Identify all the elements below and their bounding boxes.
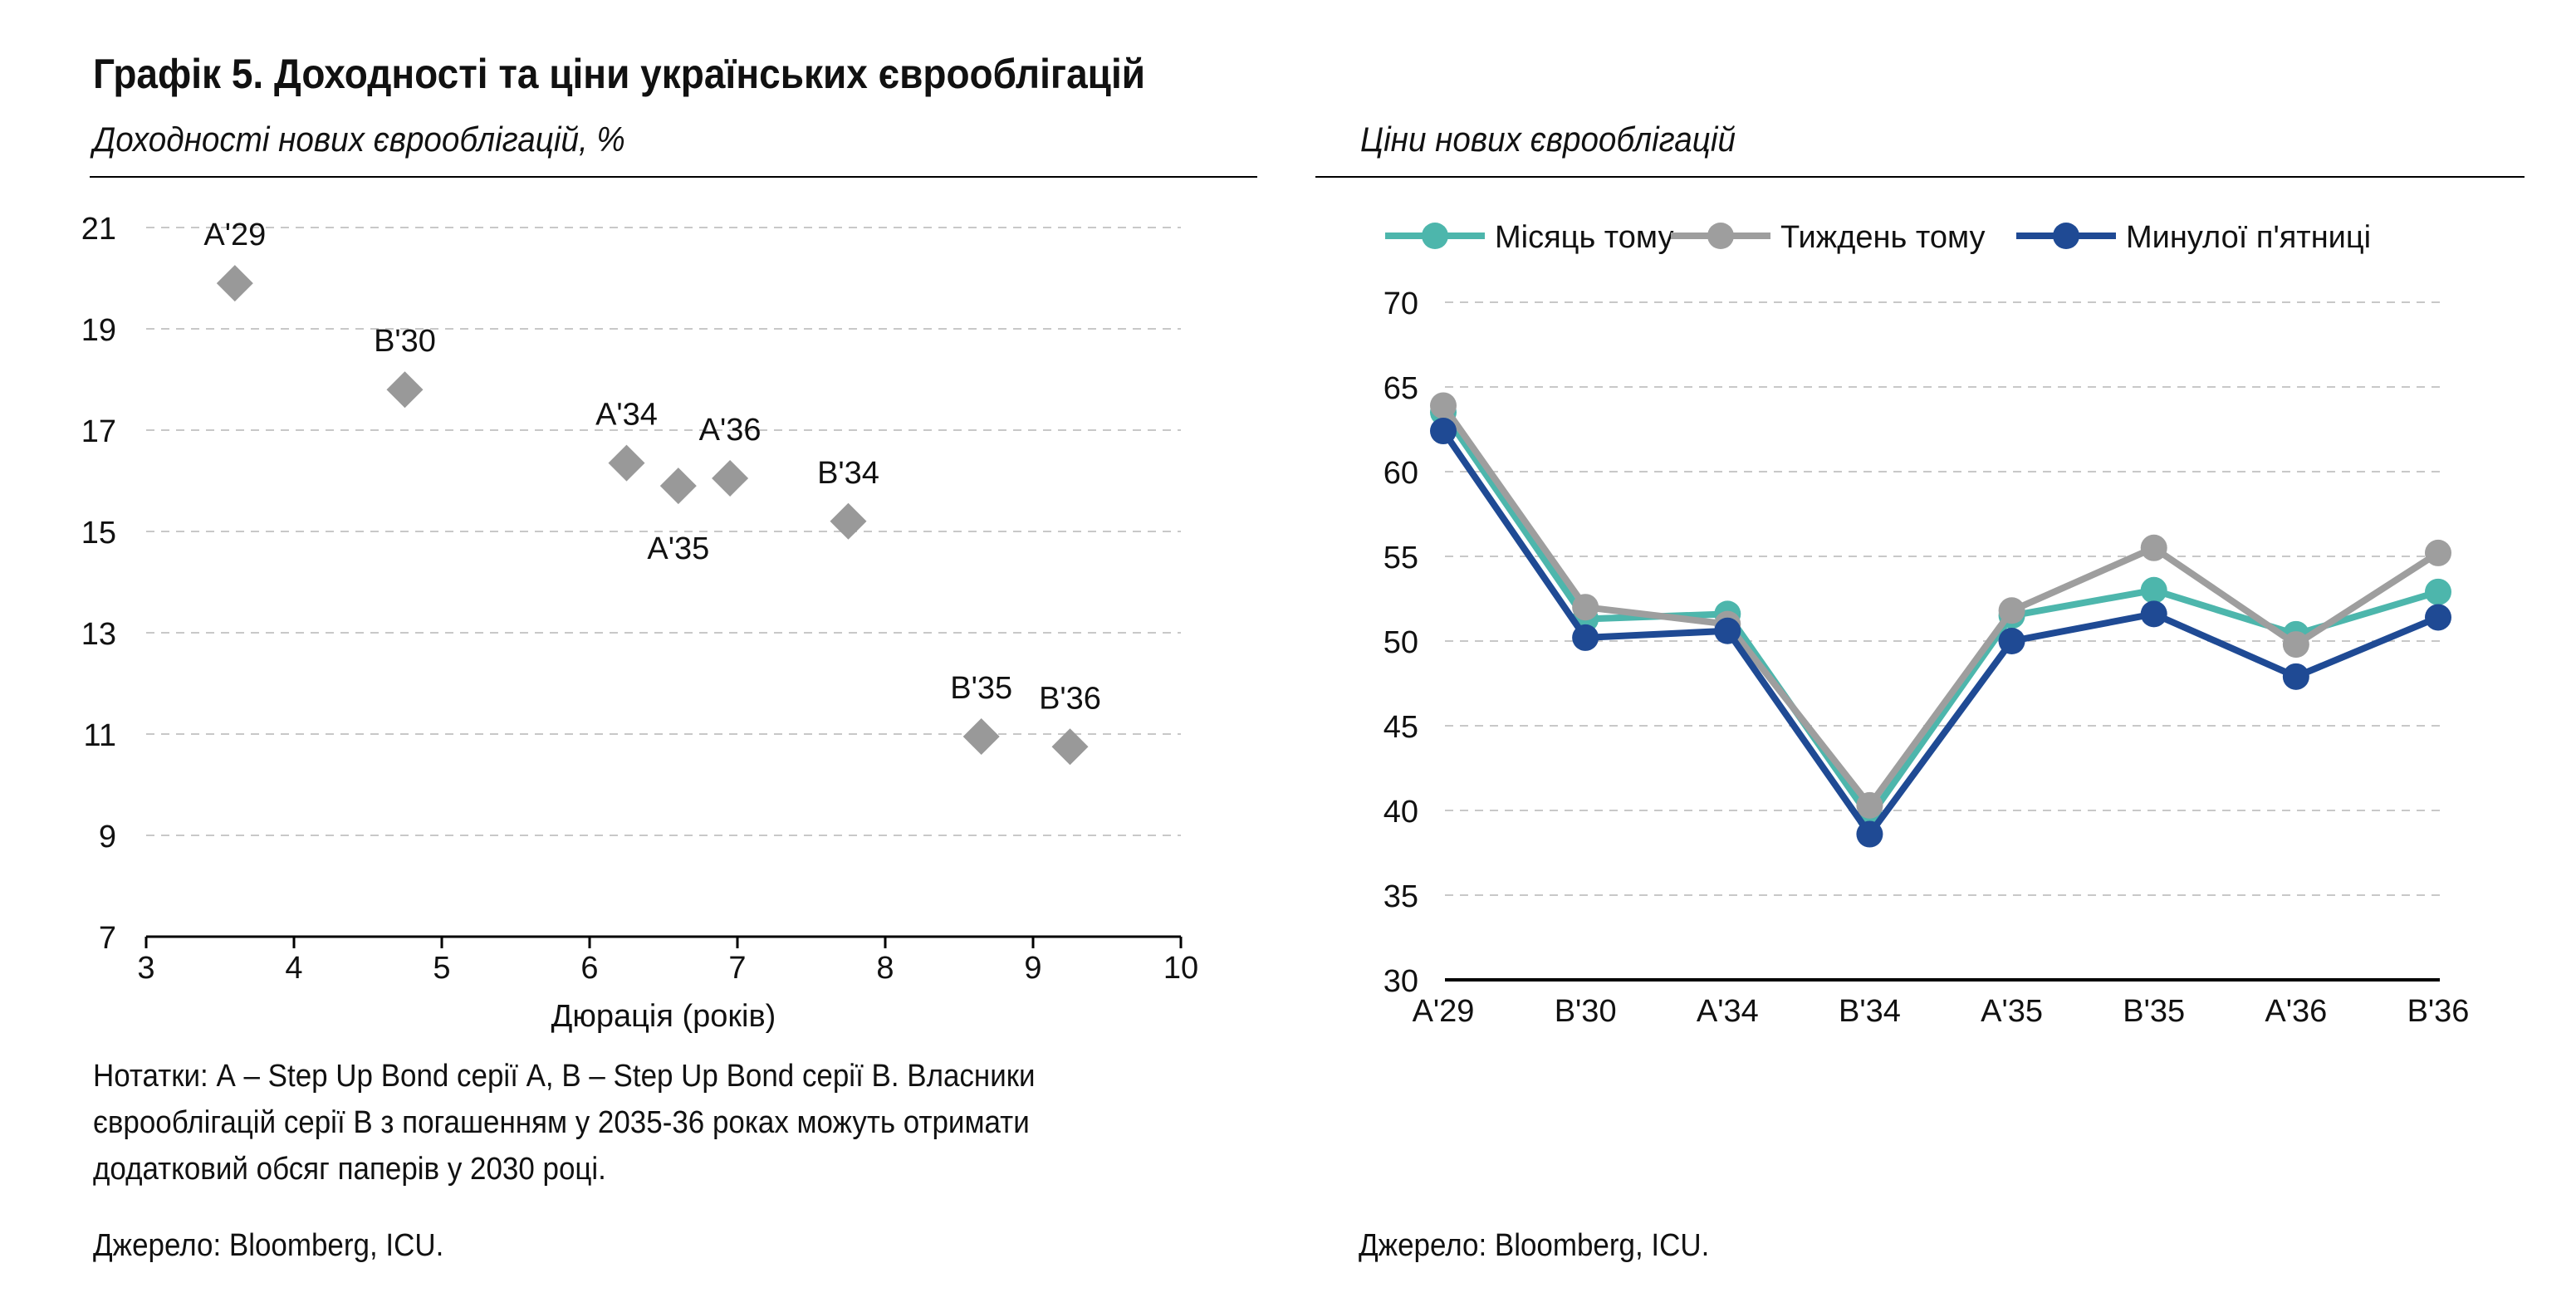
x-tick-label: B'36 — [2407, 994, 2470, 1029]
series-point — [1572, 624, 1599, 651]
series-point — [2425, 604, 2451, 631]
scatter-point — [216, 265, 253, 302]
x-tick-label: 6 — [580, 951, 598, 986]
x-tick-label: B'35 — [2123, 994, 2185, 1029]
point-label: A'36 — [699, 413, 762, 448]
legend-label: Минулої п'ятниці — [2126, 220, 2371, 255]
notes-block: Нотатки: А – Step Up Bond серії A, В – S… — [93, 1053, 1036, 1192]
series-point — [2140, 534, 2167, 561]
y-tick-label: 17 — [81, 414, 116, 449]
point-label: B'36 — [1039, 681, 1101, 716]
series-point — [1714, 617, 1741, 644]
scatter-point — [712, 459, 749, 497]
series-point — [2282, 631, 2309, 658]
scatter-point — [386, 371, 424, 409]
source-right: Джерело: Bloomberg, ICU. — [1359, 1228, 1710, 1263]
y-tick-label: 35 — [1383, 879, 1418, 914]
right-chart-subtitle: Ціни нових єврооблігацій — [1360, 120, 1736, 159]
y-tick-label: 7 — [99, 921, 116, 956]
y-tick-label: 11 — [84, 718, 116, 753]
note-line: додатковий обсяг паперів у 2030 році. — [93, 1152, 606, 1187]
x-tick-label: A'36 — [2265, 994, 2327, 1029]
y-tick-label: 30 — [1383, 964, 1418, 999]
x-tick-label: A'35 — [1981, 994, 2043, 1029]
series-line — [1440, 404, 2441, 809]
series-point — [1998, 597, 2025, 624]
point-label: A'34 — [595, 398, 658, 433]
note-line: єврооблігацій серії В з погашенням у 203… — [93, 1105, 1030, 1140]
series-point — [1998, 628, 2025, 654]
y-tick-label: 13 — [81, 617, 116, 652]
y-tick-label: 15 — [81, 516, 116, 551]
y-tick-label: 45 — [1383, 710, 1418, 745]
series-point — [2140, 576, 2167, 604]
left-header-rule — [90, 176, 1257, 178]
x-tick-label: 8 — [876, 951, 894, 986]
right-header-rule — [1315, 176, 2525, 178]
series-point — [1430, 392, 1457, 419]
x-tick-label: B'34 — [1839, 994, 1901, 1029]
x-tick-label: 4 — [285, 951, 302, 986]
x-tick-label: A'29 — [1413, 994, 1475, 1029]
scatter-point — [1051, 728, 1089, 766]
series-line — [1440, 428, 2440, 838]
series-point — [1572, 594, 1599, 621]
series-point — [1856, 791, 1883, 819]
series-point — [2425, 539, 2451, 566]
y-tick-label: 9 — [99, 820, 116, 854]
x-tick-label: 9 — [1024, 951, 1041, 986]
y-tick-label: 50 — [1383, 625, 1418, 660]
series-point — [2140, 600, 2167, 628]
point-label: B'34 — [817, 456, 879, 491]
scatter-point — [962, 718, 1000, 756]
series-point — [2425, 578, 2451, 605]
source-left: Джерело: Bloomberg, ICU. — [93, 1228, 444, 1263]
legend-swatch-marker — [1707, 223, 1734, 249]
x-tick-label: B'30 — [1555, 994, 1617, 1029]
legend-label: Місяць тому — [1495, 220, 1673, 255]
point-label: A'29 — [203, 218, 266, 252]
legend-swatch-marker — [2053, 223, 2079, 249]
y-tick-label: 55 — [1383, 541, 1418, 575]
series-point — [1430, 418, 1457, 445]
scatter-point — [659, 468, 697, 505]
point-label: B'30 — [374, 324, 436, 359]
left-chart-subtitle: Доходності нових єврооблігацій, % — [93, 120, 625, 159]
y-tick-label: 70 — [1383, 286, 1418, 321]
x-tick-label: A'34 — [1697, 994, 1759, 1029]
x-tick-label: 5 — [433, 951, 450, 986]
point-label: B'35 — [950, 671, 1012, 706]
x-tick-label: 7 — [728, 951, 746, 986]
x-tick-label: 3 — [137, 951, 154, 986]
y-tick-label: 65 — [1383, 371, 1418, 406]
series-point — [1856, 820, 1883, 848]
figure-title: Графік 5. Доходності та ціни українських… — [93, 51, 1146, 97]
y-tick-label: 40 — [1383, 795, 1418, 830]
scatter-point — [830, 502, 867, 540]
y-tick-label: 21 — [81, 212, 116, 247]
legend-label: Тиждень тому — [1780, 220, 1986, 255]
x-axis-title: Дюрація (років) — [551, 999, 776, 1034]
x-tick-label: 10 — [1163, 951, 1198, 986]
legend-swatch-marker — [1422, 223, 1448, 249]
y-tick-label: 19 — [81, 313, 116, 348]
scatter-point — [608, 444, 645, 482]
note-line: Нотатки: А – Step Up Bond серії A, В – S… — [93, 1059, 1036, 1094]
y-tick-label: 60 — [1383, 456, 1418, 491]
series-point — [2282, 663, 2309, 690]
point-label: A'35 — [647, 531, 709, 566]
